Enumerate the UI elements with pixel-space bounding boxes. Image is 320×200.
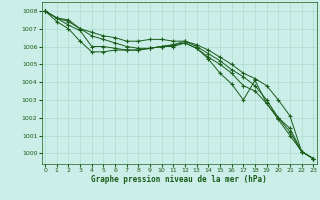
X-axis label: Graphe pression niveau de la mer (hPa): Graphe pression niveau de la mer (hPa) <box>91 175 267 184</box>
